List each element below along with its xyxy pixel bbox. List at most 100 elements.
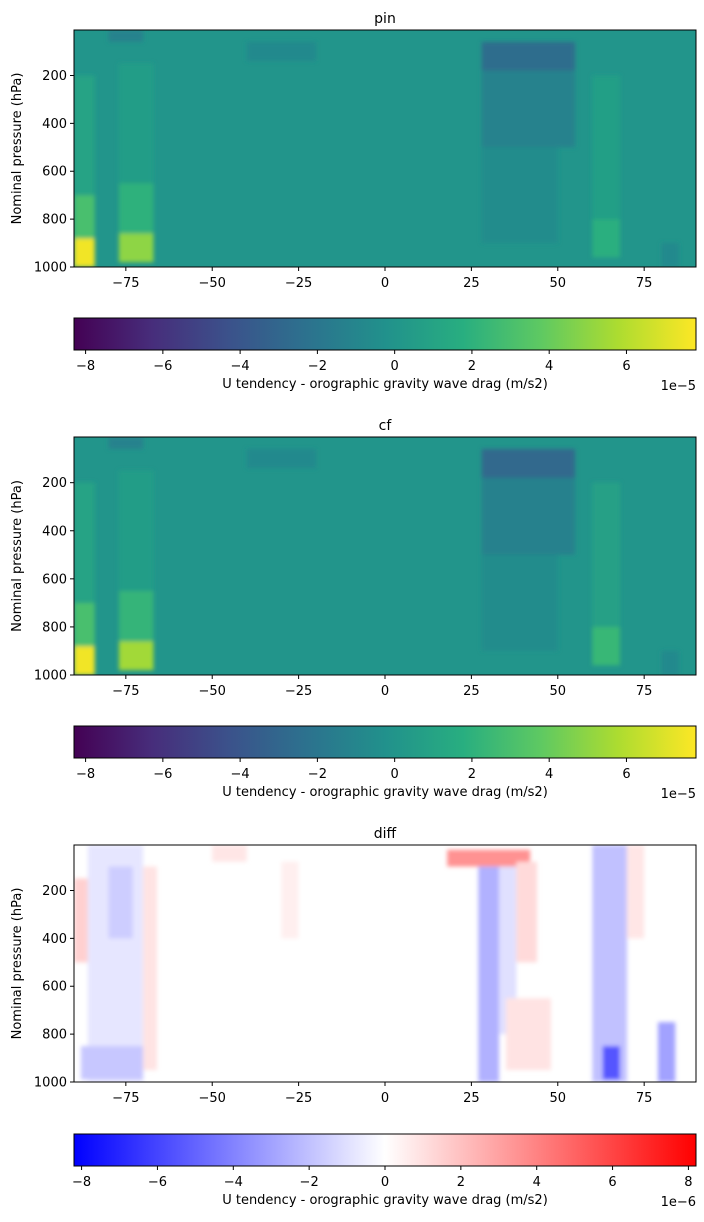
y-tick-label: 1000	[34, 1076, 67, 1091]
heatmap-cell-12	[592, 75, 620, 220]
heatmap-cell-2	[74, 75, 95, 196]
y-tick-label: 800	[42, 620, 67, 635]
y-tick-label: 200	[42, 884, 67, 899]
heatmap-cell-1	[74, 195, 95, 239]
heatmap-cell-5	[118, 470, 154, 591]
x-tick-label: −50	[199, 276, 226, 291]
heatmap-cell-5	[118, 63, 154, 184]
y-tick-label: 800	[42, 1028, 67, 1043]
heatmap-cell-13	[661, 243, 679, 267]
heatmap-cell-7	[447, 849, 531, 867]
chart-title: diff	[374, 826, 397, 842]
colorbar-tick-label: −2	[300, 1175, 319, 1190]
x-tick-label: −50	[199, 684, 226, 699]
colorbar-tick-label: −4	[224, 1175, 243, 1190]
heatmap-cell-4	[118, 590, 154, 642]
x-tick-label: 0	[381, 684, 389, 699]
heatmap-cell-11	[592, 626, 620, 666]
heatmap-cf	[74, 437, 696, 675]
colorbar-label: U tendency - orographic gravity wave dra…	[222, 785, 548, 800]
x-tick-label: −75	[112, 684, 139, 699]
y-tick-label: 600	[42, 980, 67, 995]
heatmap-cell-15	[657, 1022, 676, 1082]
heatmap-cell-3	[118, 233, 154, 263]
colorbar-tick-label: 6	[608, 1175, 616, 1190]
y-tick-label: 1000	[34, 669, 67, 684]
heatmap-cell-9	[499, 866, 517, 1035]
colorbar-tick-label: 2	[468, 359, 476, 374]
x-tick-label: −25	[285, 684, 312, 699]
x-tick-label: 25	[463, 1091, 480, 1106]
colorbar-tick-label: 4	[545, 767, 553, 782]
heatmap-cell-4	[143, 866, 157, 1071]
colorbar	[73, 1133, 697, 1167]
y-tick-label: 1000	[34, 261, 67, 276]
x-tick-label: 50	[550, 684, 567, 699]
colorbar-tick-label: −6	[148, 1175, 167, 1190]
colorbar-tick-label: 2	[468, 767, 476, 782]
heatmap-cell-2	[74, 482, 95, 603]
heatmap-cell-0	[74, 878, 88, 963]
heatmap-cell-0	[74, 646, 95, 675]
y-axis-label: Nominal pressure (hPa)	[10, 888, 25, 1040]
colorbar-offset-label: 1e−6	[661, 1195, 696, 1210]
heatmap-cell-10	[481, 147, 558, 244]
x-tick-label: 25	[463, 684, 480, 699]
colorbar-tick-label: −8	[76, 359, 95, 374]
heatmap-cell-6	[108, 437, 144, 450]
y-axis-label: Nominal pressure (hPa)	[10, 73, 25, 225]
colorbar-label: U tendency - orographic gravity wave dra…	[222, 1193, 548, 1208]
heatmap-cell-10	[481, 554, 558, 651]
colorbar-tick-label: 0	[391, 359, 399, 374]
heatmap-cell-7	[246, 449, 316, 469]
colorbar-tick-label: 6	[622, 359, 630, 374]
colorbar-tick-label: 0	[381, 1175, 389, 1190]
heatmap-cell-2	[108, 866, 133, 939]
colorbar-tick-label: −6	[153, 359, 172, 374]
chart-title: pin	[374, 11, 396, 27]
colorbar-tick-label: 6	[622, 767, 630, 782]
heatmap-cell-9	[481, 70, 576, 148]
heatmap-cell-7	[246, 41, 316, 62]
x-tick-label: −25	[285, 1091, 312, 1106]
colorbar	[73, 725, 697, 759]
heatmap-cell-1	[74, 602, 95, 647]
y-tick-label: 400	[42, 932, 67, 947]
x-tick-label: −75	[112, 276, 139, 291]
heatmap-cell-11	[505, 998, 551, 1071]
colorbar-tick-label: −2	[308, 767, 327, 782]
heatmap-cell-8	[481, 41, 576, 71]
colorbar	[73, 317, 697, 351]
colorbar-tick-label: 2	[457, 1175, 465, 1190]
heatmap-cell-0	[74, 238, 95, 267]
x-tick-label: −50	[199, 1091, 226, 1106]
y-tick-label: 600	[42, 165, 67, 180]
heatmap-cell-13	[602, 1046, 620, 1080]
heatmap-cell-4	[118, 183, 154, 234]
colorbar-tick-label: −6	[153, 767, 172, 782]
colorbar-tick-label: 4	[533, 1175, 541, 1190]
heatmap-cell-6	[281, 861, 299, 939]
colorbar-tick-label: −4	[231, 767, 250, 782]
heatmap-cell-14	[626, 845, 645, 939]
y-tick-label: 800	[42, 213, 67, 228]
x-tick-label: 50	[550, 276, 567, 291]
colorbar-tick-label: 0	[391, 767, 399, 782]
y-tick-label: 400	[42, 524, 67, 539]
colorbar-tick-label: −2	[308, 359, 327, 374]
x-tick-label: 75	[636, 684, 653, 699]
x-tick-label: 0	[381, 1091, 389, 1106]
colorbar-tick-label: 4	[545, 359, 553, 374]
heatmap-cell-12	[592, 845, 627, 1082]
x-tick-label: 75	[636, 276, 653, 291]
y-axis-label: Nominal pressure (hPa)	[10, 480, 25, 632]
colorbar-tick-label: 8	[684, 1175, 692, 1190]
heatmap-pin	[74, 30, 696, 267]
chart-title: cf	[379, 418, 393, 434]
x-tick-label: 75	[636, 1091, 653, 1106]
heatmap-cell-5	[212, 845, 247, 862]
heatmap-diff	[74, 845, 696, 1082]
heatmap-cell-3	[118, 641, 154, 671]
heatmap-cell-8	[481, 449, 576, 478]
heatmap-cell-11	[592, 219, 620, 258]
